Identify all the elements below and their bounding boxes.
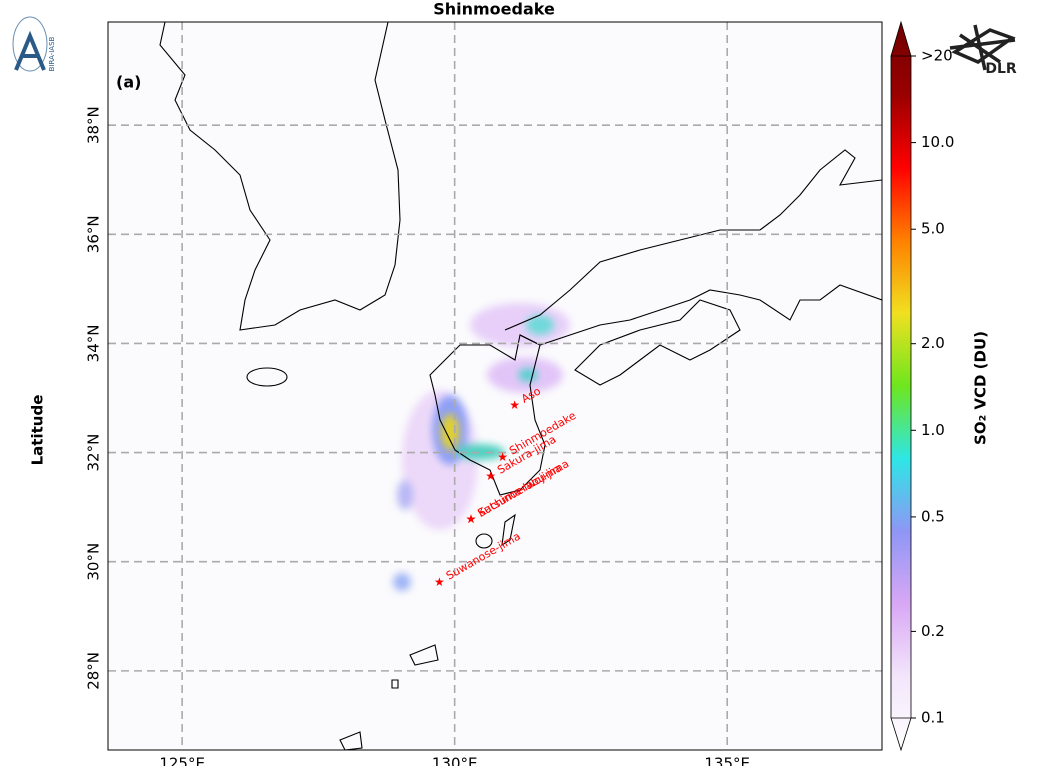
coastline-shikoku	[574, 299, 741, 386]
map-frame	[107, 21, 883, 751]
y-tick-label: 30°N	[85, 543, 103, 581]
colorbar-tick-label: 0.1	[921, 709, 945, 727]
colorbar-body	[890, 20, 912, 752]
logo-text: DLR	[985, 61, 1017, 77]
volcano-marker: ★	[497, 450, 508, 464]
logo-letter	[14, 30, 46, 71]
y-axis-label: Latitude	[29, 395, 47, 466]
y-tick-label: 28°N	[85, 652, 103, 690]
volcano-marker: ★	[466, 512, 477, 526]
volcano-marker: ★	[485, 469, 496, 483]
colorbar-tick-label: 0.5	[921, 507, 945, 525]
coastline-jeju	[246, 367, 288, 387]
colorbar-tick-label: 2.0	[921, 334, 945, 352]
x-tick-label: 130°E	[432, 755, 478, 766]
colorbar-tick-label: 10.0	[921, 133, 954, 151]
volcano-marker: ★	[509, 398, 520, 412]
y-tick-label: 36°N	[85, 215, 103, 253]
x-tick-label: 135°E	[704, 755, 750, 766]
logo-dlr: DLR	[949, 24, 1017, 77]
y-tick-label: 34°N	[85, 325, 103, 363]
map-layer	[108, 22, 882, 750]
x-tick-label: 125°E	[159, 755, 205, 766]
colorbar-tick-label: >20	[921, 47, 953, 65]
y-tick-label: 38°N	[85, 106, 103, 144]
colorbar-tick-label: 0.2	[921, 622, 945, 640]
coastline-honshu	[504, 149, 882, 346]
colorbar-label: SO₂ VCD (DU)	[972, 331, 990, 445]
colorbar: SO₂ VCD (DU) 0.1 0.2 0.5 1.0 2.0 5.0 10.0 >20	[890, 20, 990, 752]
coastline-kyushu	[429, 334, 546, 496]
coastline-islands	[339, 513, 516, 750]
title: Shinmoedake	[433, 0, 555, 19]
coastline-korea	[159, 22, 401, 331]
logo-ring	[12, 16, 48, 72]
y-tick-label: 32°N	[85, 434, 103, 472]
colorbar-tick-label: 1.0	[921, 421, 945, 439]
logo-text: BIRA-IASB	[48, 36, 56, 71]
logo-bira: BIRA-IASB	[12, 16, 56, 72]
volcano-marker: ★	[434, 575, 445, 589]
colorbar-tick-label: 5.0	[921, 220, 945, 238]
volcano-marker: ★	[466, 512, 477, 526]
so2-plume	[393, 303, 570, 591]
panel-label: (a)	[116, 73, 141, 92]
logo-mark	[949, 24, 1016, 71]
